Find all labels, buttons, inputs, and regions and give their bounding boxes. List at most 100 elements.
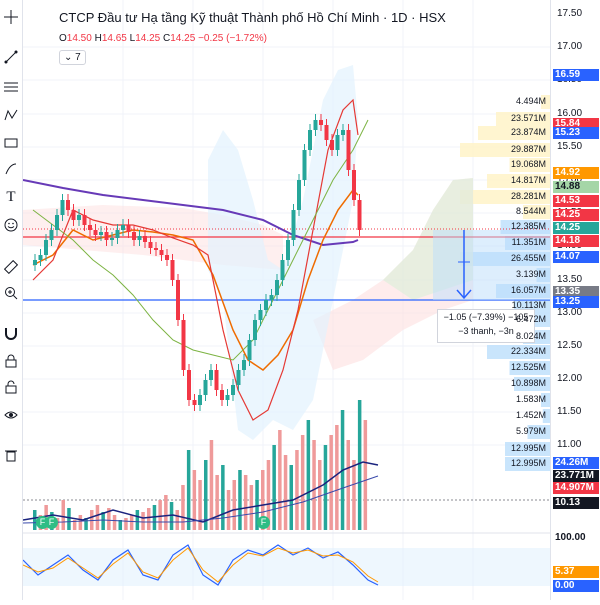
volume-bar [192, 470, 197, 530]
price-label: 14.88 [553, 181, 599, 193]
measure-box[interactable] [433, 230, 553, 300]
volume-bar [141, 512, 145, 530]
volume-bar [318, 460, 322, 530]
emoji-icon[interactable] [2, 216, 20, 234]
ruler-icon[interactable] [2, 258, 20, 276]
volume-bar [295, 450, 299, 530]
volume-bar [232, 480, 236, 530]
volume-profile-label: 4.494M [515, 96, 546, 106]
symbol-title: CTCP Đầu tư Hạ tầng Kỹ thuật Thành phố H… [59, 10, 446, 25]
candle-body [308, 130, 312, 150]
price-label: 14.25 [553, 222, 599, 234]
price-axis[interactable]: 17.5017.0016.5016.0015.5015.0014.5014.00… [550, 0, 600, 600]
volume-bar [329, 435, 333, 530]
candle-body [231, 385, 235, 395]
volume-bar [363, 420, 368, 530]
price-tick: 15.00 [557, 174, 583, 185]
price-label: 14.25 [553, 209, 599, 221]
volume-profile-bar [460, 190, 550, 204]
candle-body [209, 370, 213, 380]
chart-area[interactable]: CTCP Đầu tư Hạ tầng Kỹ thuật Thành phố H… [22, 0, 553, 600]
candle-body [66, 200, 70, 210]
candle-body [357, 200, 362, 230]
candle-body [181, 320, 186, 370]
stoch-d-line [22, 547, 379, 583]
volume-bar [289, 465, 293, 530]
price-chart[interactable] [22, 0, 553, 600]
volume-bar [124, 518, 128, 530]
stoch-k-line [22, 544, 379, 586]
low-value: 14.25 [135, 33, 161, 44]
ma-mid-line [32, 188, 359, 371]
candle-body [176, 280, 180, 320]
f-marker-icon[interactable]: F [45, 516, 58, 529]
volume-bar [158, 500, 162, 530]
price-label: 13.25 [553, 296, 599, 308]
candle-body [242, 360, 246, 370]
volume-profile-label: 1.583M [515, 394, 546, 404]
measure-tooltip: −1.05 (−7.39%) −105 −3 thanh, −3n [437, 309, 535, 343]
eye-icon[interactable] [2, 406, 20, 424]
volume-profile-label: 22.334M [510, 346, 546, 356]
volume-profile-bar [532, 313, 550, 327]
indicators-toggle-button[interactable]: ⌄ 7 [59, 50, 86, 65]
candle-body [302, 150, 307, 180]
price-tick: 17.50 [557, 8, 583, 19]
candle-body [253, 320, 257, 340]
candle-body [198, 395, 202, 405]
lock-open-icon[interactable] [2, 378, 20, 396]
volume-bar [135, 510, 140, 530]
volume-profile-label: 12.385M [510, 221, 546, 231]
price-tick: 13.50 [557, 274, 583, 285]
lock-icon[interactable] [2, 352, 20, 370]
candle-body [121, 225, 125, 230]
prediction-icon[interactable] [2, 134, 20, 152]
volume-bar [209, 440, 214, 530]
price-tick: 15.50 [557, 141, 583, 152]
magnet-icon[interactable] [2, 324, 20, 342]
volume-bar [300, 435, 305, 530]
f-marker-icon[interactable]: F [257, 516, 270, 529]
candle-body [220, 390, 224, 400]
volume-bar [186, 450, 191, 530]
candle-body [148, 242, 153, 248]
price-label: 100.00 [553, 532, 599, 544]
drawing-toolbar: T [0, 0, 23, 600]
pattern-icon[interactable] [2, 106, 20, 124]
candle-body [38, 255, 43, 260]
volume-bar [357, 400, 362, 530]
volume-bar [272, 445, 276, 530]
trash-icon[interactable] [2, 446, 20, 464]
volume-profile-label: 6.472M [515, 314, 546, 324]
zoom-icon[interactable] [2, 284, 20, 302]
price-label: 23.771M [553, 470, 599, 482]
price-label: 14.07 [553, 251, 599, 263]
bollinger-band [208, 65, 358, 440]
crosshair-icon[interactable] [2, 8, 20, 26]
price-tick: 13.00 [557, 307, 583, 318]
candle-body [258, 310, 263, 320]
candle-body [286, 240, 290, 260]
volume-profile-label: 14.817M [510, 175, 546, 185]
volume-bar [204, 460, 208, 530]
volume-ma2-line [22, 475, 379, 524]
candle-body [346, 130, 351, 170]
trendline-icon[interactable] [2, 48, 20, 66]
fib-icon[interactable] [2, 78, 20, 96]
candle-body [99, 232, 103, 235]
text-icon[interactable]: T [6, 188, 16, 205]
candle-body [110, 238, 114, 240]
volume-profile-bar [509, 361, 550, 375]
volume-bar [198, 480, 202, 530]
candle-body [236, 370, 241, 385]
volume-profile-label: 12.995M [510, 443, 546, 453]
candlesticks [33, 114, 362, 411]
price-label: 14.53 [553, 195, 599, 207]
volume-profile-bar [514, 377, 550, 391]
candle-body [104, 232, 109, 240]
brush-icon[interactable] [2, 160, 20, 178]
price-tick: 12.50 [557, 340, 583, 351]
price-label: 24.26M [553, 457, 599, 469]
candle-body [82, 215, 87, 225]
measure-arrow-head [456, 289, 472, 300]
